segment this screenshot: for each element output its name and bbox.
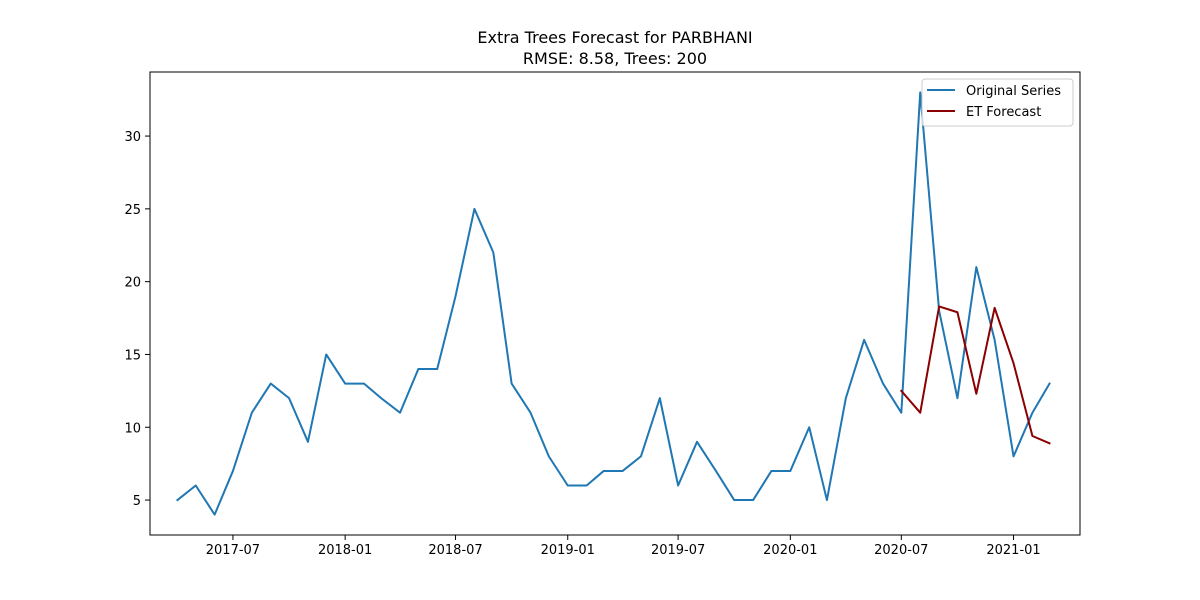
data-point-original-series: [769, 469, 773, 473]
data-point-original-series: [844, 396, 848, 400]
data-point-original-series: [621, 469, 625, 473]
x-tick-label: 2019-07: [651, 543, 705, 558]
data-point-original-series: [250, 411, 254, 415]
y-tick-label: 10: [124, 421, 141, 436]
data-point-original-series: [1030, 411, 1034, 415]
data-point-original-series: [510, 382, 514, 386]
y-tick-label: 30: [124, 130, 141, 145]
data-point-original-series: [714, 469, 718, 473]
data-point-original-series: [306, 440, 310, 444]
x-tick-label: 2018-07: [428, 543, 482, 558]
data-point-original-series: [547, 454, 551, 458]
data-point-original-series: [362, 382, 366, 386]
data-point-et-forecast: [1048, 441, 1052, 445]
data-point-original-series: [602, 469, 606, 473]
x-axis-ticks: 2017-07 2018-01 2018-07 2019-01 2019-07 2020-…: [206, 535, 1041, 558]
data-point-et-forecast: [918, 411, 922, 415]
data-point-original-series: [788, 469, 792, 473]
data-point-original-series: [993, 338, 997, 342]
data-point-original-series: [658, 396, 662, 400]
data-point-et-forecast: [1012, 361, 1016, 365]
x-tick-label: 2021-01: [986, 543, 1040, 558]
legend-label-et-forecast: ET Forecast: [966, 105, 1041, 120]
data-point-et-forecast: [899, 389, 903, 393]
data-point-original-series: [454, 294, 458, 298]
y-tick-label: 15: [124, 348, 141, 363]
series-line-original-series: [176, 91, 1051, 516]
data-point-original-series: [974, 265, 978, 269]
data-point-et-forecast: [937, 304, 941, 308]
data-point-original-series: [416, 367, 420, 371]
data-point-original-series: [269, 382, 273, 386]
data-point-original-series: [955, 396, 959, 400]
y-tick-label: 5: [133, 494, 141, 509]
data-point-original-series: [491, 251, 495, 255]
data-point-original-series: [324, 352, 328, 356]
data-point-original-series: [825, 498, 829, 502]
legend: Original Series ET Forecast: [921, 78, 1074, 127]
data-point-original-series: [676, 484, 680, 488]
data-point-original-series: [585, 484, 589, 488]
data-point-original-series: [529, 411, 533, 415]
data-point-original-series: [751, 498, 755, 502]
data-point-original-series: [732, 498, 736, 502]
chart-subtitle: RMSE: 8.58, Trees: 200: [523, 49, 707, 68]
data-point-original-series: [213, 513, 217, 517]
data-point-et-forecast: [993, 306, 997, 310]
data-point-original-series: [695, 440, 699, 444]
data-point-original-series: [639, 454, 643, 458]
data-point-et-forecast: [974, 392, 978, 396]
legend-box: [921, 78, 1074, 127]
y-tick-label: 25: [124, 203, 141, 218]
data-point-et-forecast: [955, 310, 959, 314]
series-line-et-forecast: [899, 305, 1051, 445]
plot-lines: [175, 91, 1052, 517]
x-tick-label: 2020-07: [874, 543, 928, 558]
data-point-original-series: [1012, 454, 1016, 458]
data-point-original-series: [398, 411, 402, 415]
plot-area-frame: [149, 71, 1081, 536]
data-point-original-series: [435, 367, 439, 371]
data-point-original-series: [881, 382, 885, 386]
x-tick-label: 2017-07: [206, 543, 260, 558]
data-point-original-series: [379, 396, 383, 400]
x-tick-label: 2018-01: [318, 543, 372, 558]
legend-label-original-series: Original Series: [966, 84, 1061, 99]
data-point-original-series: [899, 411, 903, 415]
y-tick-label: 20: [124, 276, 141, 291]
x-tick-label: 2019-01: [541, 543, 595, 558]
y-axis-ticks: 5 10 15 20 25 30: [124, 130, 150, 509]
data-point-original-series: [566, 484, 570, 488]
data-point-original-series: [175, 498, 179, 502]
data-point-original-series: [1048, 382, 1052, 386]
data-point-original-series: [807, 425, 811, 429]
x-tick-label: 2020-01: [763, 543, 817, 558]
chart-title: Extra Trees Forecast for PARBHANI: [477, 28, 752, 47]
data-point-original-series: [343, 382, 347, 386]
data-point-original-series: [194, 484, 198, 488]
data-point-original-series: [862, 338, 866, 342]
data-point-original-series: [231, 469, 235, 473]
data-point-et-forecast: [1030, 434, 1034, 438]
data-point-original-series: [287, 396, 291, 400]
data-point-original-series: [472, 207, 476, 211]
